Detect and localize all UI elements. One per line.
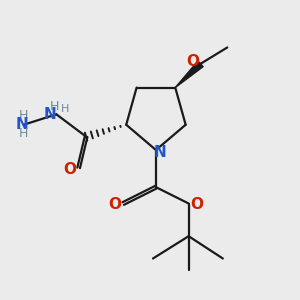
- Text: O: O: [108, 196, 122, 211]
- Text: N: N: [153, 146, 166, 160]
- Text: N: N: [44, 107, 56, 122]
- Text: H: H: [61, 104, 69, 114]
- Text: O: O: [63, 162, 76, 177]
- Text: N: N: [16, 117, 28, 132]
- Text: H: H: [18, 127, 28, 140]
- Text: O: O: [187, 54, 200, 69]
- Text: H: H: [18, 109, 28, 122]
- Polygon shape: [175, 61, 203, 88]
- Text: O: O: [190, 196, 203, 211]
- Text: H: H: [50, 100, 60, 113]
